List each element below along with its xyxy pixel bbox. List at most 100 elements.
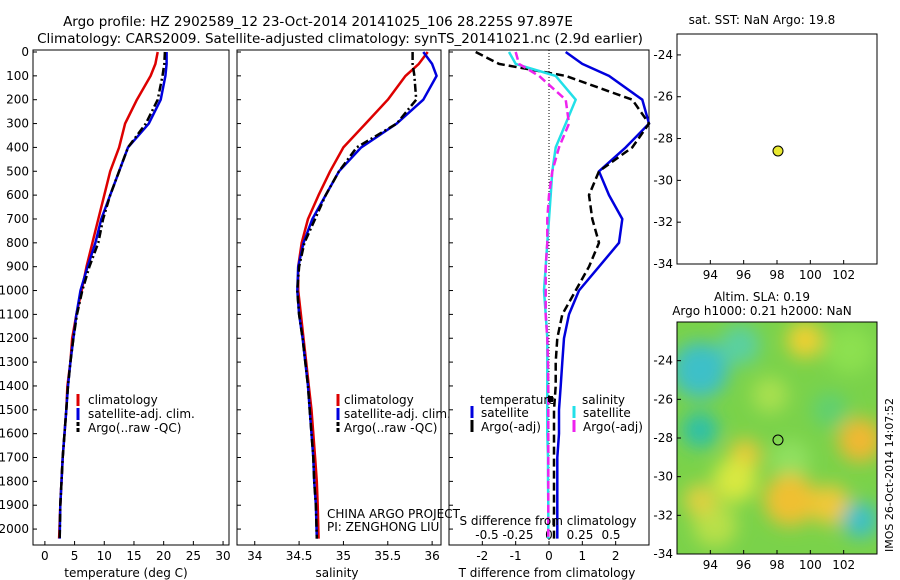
x-tick-label: 0 (41, 549, 49, 563)
credit-project: CHINA ARGO PROJECT (327, 507, 461, 521)
salinity-difference-top-axis: -0.5 -0.25 0 0.25 0.5 (475, 528, 620, 542)
map-y-tick-label: -34 (653, 257, 673, 271)
temperature-x-axis: 0 5 10 15 20 25 30 (41, 541, 231, 563)
map-x-tick-label: 100 (799, 558, 822, 572)
depth-tick-label: 1300 (0, 355, 29, 369)
sla-field-blob (677, 342, 728, 398)
difference-x-axis: -2 -1 0 1 2 (476, 541, 619, 563)
s-tick-label: 0.25 (567, 528, 594, 542)
temperature-xlabel: temperature (deg C) (64, 566, 187, 580)
x-tick-label: -2 (476, 549, 488, 563)
imos-side-label: IMOS 26-Oct-2014 14:07:52 (883, 398, 896, 552)
legend-title-temperature: temperature (480, 393, 555, 407)
depth-tick-label: 1400 (0, 379, 29, 393)
map-x-tick-label: 98 (769, 558, 784, 572)
legend-label-sal-argo: Argo(-adj) (583, 420, 643, 434)
series-line-2 (58, 51, 167, 539)
temperature-legend: climatology satellite-adj. clim. Argo(..… (76, 393, 195, 435)
map-x-tick-label: 96 (736, 558, 751, 572)
sla-field-blob (720, 325, 760, 365)
legend-label-argo: Argo(..raw -QC) (344, 421, 437, 435)
sla-field-blob (812, 392, 848, 428)
x-tick-label: 25 (186, 549, 201, 563)
depth-tick-label: 0 (21, 45, 29, 59)
legend-label-temp-satellite: satellite (481, 406, 529, 420)
map-x-tick-label: 96 (736, 268, 751, 282)
legend-label-climatology: climatology (344, 393, 414, 407)
x-tick-label: 30 (215, 549, 230, 563)
map-x-tick-label: 100 (799, 268, 822, 282)
map-y-tick-label: -28 (653, 132, 673, 146)
sla-field-blob (810, 485, 850, 525)
series-line-0 (556, 50, 651, 539)
sla-field-blob (787, 322, 823, 358)
credit-pi: PI: ZENGHONG LIU (327, 520, 439, 534)
difference-xlabel: T difference from climatology (458, 566, 636, 580)
map-y-tick-label: -26 (653, 90, 673, 104)
series-line-3 (514, 51, 571, 539)
x-tick-label: 10 (97, 549, 112, 563)
map-x-tick-label: 94 (703, 558, 718, 572)
map-y-tick-label: -30 (653, 470, 673, 484)
map-y-tick-label: -28 (653, 431, 673, 445)
map-y-tick-label: -24 (653, 354, 673, 368)
legend-label-satellite: satellite-adj. clim. (344, 407, 451, 421)
depth-tick-label: 1700 (0, 451, 29, 465)
depth-tick-label: 1100 (0, 307, 29, 321)
depth-tick-label: 1500 (0, 403, 29, 417)
depth-tick-label: 200 (6, 93, 29, 107)
sst-map-axes: -24 -26 -28 -30 -32 -34 94 96 98 100 102 (653, 48, 855, 282)
sst-map-title: sat. SST: NaN Argo: 19.8 (689, 13, 836, 27)
sla-field-blob (764, 474, 816, 526)
depth-tick-label: 500 (6, 164, 29, 178)
map-y-tick-label: -30 (653, 173, 673, 187)
x-tick-label: 5 (71, 549, 79, 563)
x-tick-label: 20 (156, 549, 171, 563)
salinity-panel-frame (236, 49, 442, 546)
argo-float-marker-sla (772, 434, 784, 446)
difference-legend: temperature salinity satellite Argo(-adj… (470, 393, 643, 434)
x-tick-label: 0 (545, 549, 553, 563)
legend-label-satellite: satellite-adj. clim. (88, 407, 195, 421)
map-y-tick-label: -34 (653, 547, 673, 561)
series-line-0 (57, 51, 159, 539)
series-line-1 (58, 52, 168, 539)
sla-field-blob (682, 412, 718, 448)
temperature-panel-frame (32, 49, 230, 546)
x-tick-label: 36 (424, 549, 439, 563)
legend-swatch-separator (548, 396, 553, 402)
depth-tick-label: 1800 (0, 474, 29, 488)
x-tick-label: 2 (612, 549, 620, 563)
s-tick-label: 0.5 (601, 528, 620, 542)
depth-tick-label: 100 (6, 69, 29, 83)
legend-label-climatology: climatology (88, 393, 158, 407)
salinity-x-axis: 34 34.5 35 35.5 36 (247, 541, 440, 563)
series-line-2 (507, 51, 577, 539)
depth-tick-label: 900 (6, 260, 29, 274)
x-tick-label: 1 (579, 549, 587, 563)
argo-float-marker (772, 145, 784, 157)
sla-field-blob (770, 440, 810, 480)
depth-tick-label: 600 (6, 188, 29, 202)
sla-field-blob (752, 377, 788, 413)
series-line-0 (296, 51, 429, 539)
series-line-1 (475, 50, 651, 539)
s-tick-label: -0.25 (502, 528, 533, 542)
map-x-tick-label: 98 (769, 268, 784, 282)
x-tick-label: 34.5 (286, 549, 313, 563)
depth-tick-label: 800 (6, 236, 29, 250)
sla-map-title-1: Altim. SLA: 0.19 (714, 290, 810, 304)
s-tick-label: -0.5 (475, 528, 498, 542)
depth-tick-label: 1600 (0, 427, 29, 441)
legend-label-sal-satellite: satellite (583, 406, 631, 420)
salinity-xlabel: salinity (315, 566, 358, 580)
map-x-tick-label: 94 (703, 268, 718, 282)
sla-field-blob (826, 326, 874, 374)
sla-map-axes: -24 -26 -28 -30 -32 -34 94 96 98 100 102 (653, 354, 855, 572)
x-tick-label: 34 (247, 549, 262, 563)
depth-tick-label: 700 (6, 212, 29, 226)
header-line-1: Argo profile: HZ 2902589_12 23-Oct-2014 … (63, 14, 573, 30)
x-tick-label: 35.5 (374, 549, 401, 563)
depth-tick-label: 300 (6, 117, 29, 131)
